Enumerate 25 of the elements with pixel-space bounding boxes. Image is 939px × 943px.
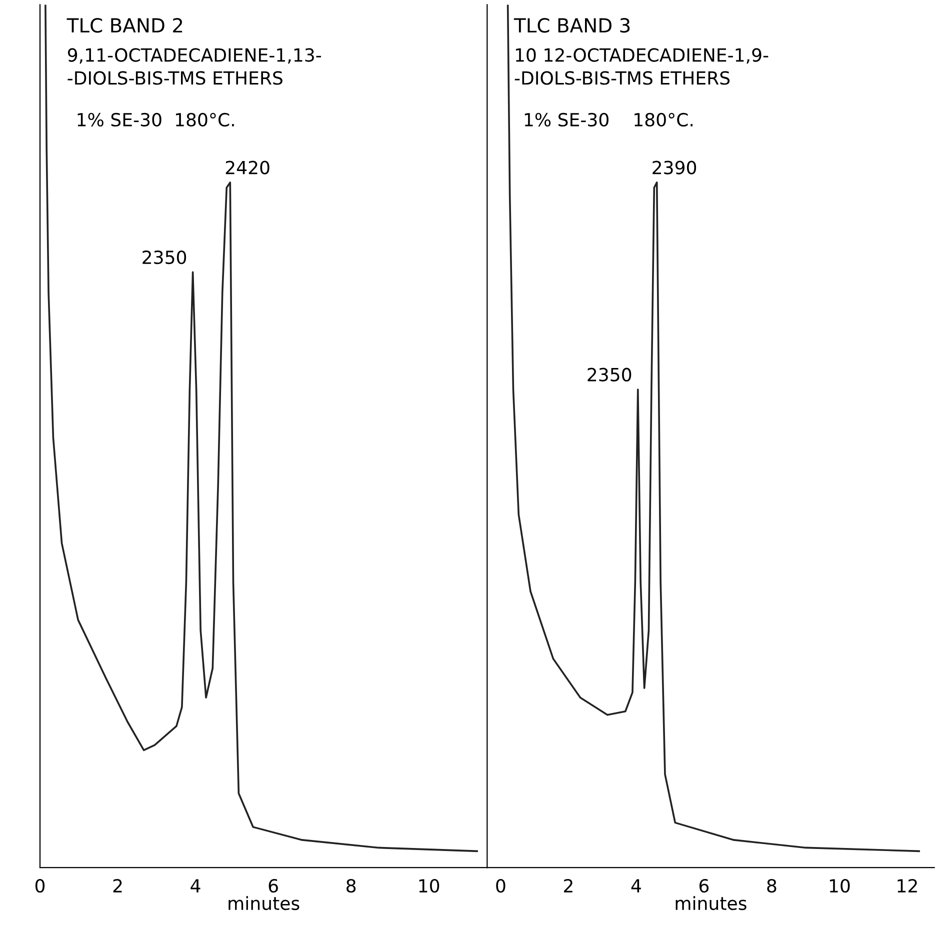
text: TLC BAND 2 [66,18,182,33]
x-tick-label: 6 [699,878,709,893]
annotation: 1% SE-30 180°C. [524,112,693,127]
annotation: 1% SE-30 180°C. [78,112,234,127]
x-tick-label: 2 [113,878,122,892]
annotation: 2420 [226,160,270,174]
annotation: 2390 [652,160,696,174]
x-tick-label: 12 [898,878,917,892]
annotation: 2350 [142,250,186,264]
x-tick-label: 0 [35,878,45,893]
x-tick-label: 8 [346,878,356,893]
x-axis-title: minutes [676,896,746,910]
x-tick-label: 4 [190,879,200,892]
x-tick-label: 10 [419,878,440,893]
text: 9,11-OCTADECADIENE-1,13- -DIOLS-BIS-TMS ETHERS [68,48,322,85]
x-tick-label: 6 [268,878,278,893]
x-tick-label: 10 [830,878,850,893]
annotation: 2350 [588,368,632,382]
x-tick-label: 2 [564,878,572,892]
x-tick-label: 8 [767,878,776,893]
x-tick-label: 0 [496,878,506,893]
x-tick-label: 4 [631,879,641,892]
x-axis-title: minutes [228,896,300,910]
text: TLC BAND 3 [514,18,630,33]
text: 10 12-OCTADECADIENE-1,9- -DIOLS-BIS-TMS ETHERS [514,48,768,85]
